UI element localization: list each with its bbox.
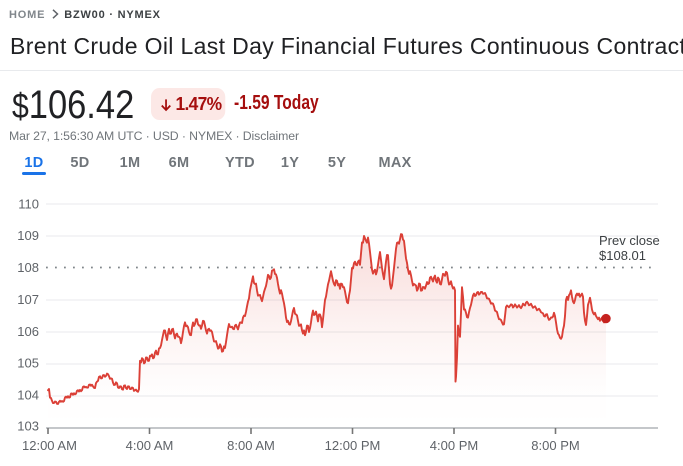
svg-text:8:00 AM: 8:00 AM xyxy=(227,438,275,453)
svg-text:106: 106 xyxy=(17,324,39,339)
svg-text:$108.01: $108.01 xyxy=(599,248,646,263)
svg-text:4:00 AM: 4:00 AM xyxy=(126,438,174,453)
svg-text:12:00 PM: 12:00 PM xyxy=(325,438,381,453)
svg-text:104: 104 xyxy=(17,388,39,403)
svg-text:108: 108 xyxy=(17,260,39,275)
svg-text:110: 110 xyxy=(18,196,39,211)
svg-text:109: 109 xyxy=(17,228,39,243)
svg-text:4:00 PM: 4:00 PM xyxy=(430,438,478,453)
svg-text:Prev close: Prev close xyxy=(599,233,660,248)
svg-text:107: 107 xyxy=(17,292,39,307)
svg-text:12:00 AM: 12:00 AM xyxy=(22,438,77,453)
svg-text:103: 103 xyxy=(17,419,39,434)
svg-text:8:00 PM: 8:00 PM xyxy=(531,438,579,453)
svg-text:105: 105 xyxy=(17,356,39,371)
